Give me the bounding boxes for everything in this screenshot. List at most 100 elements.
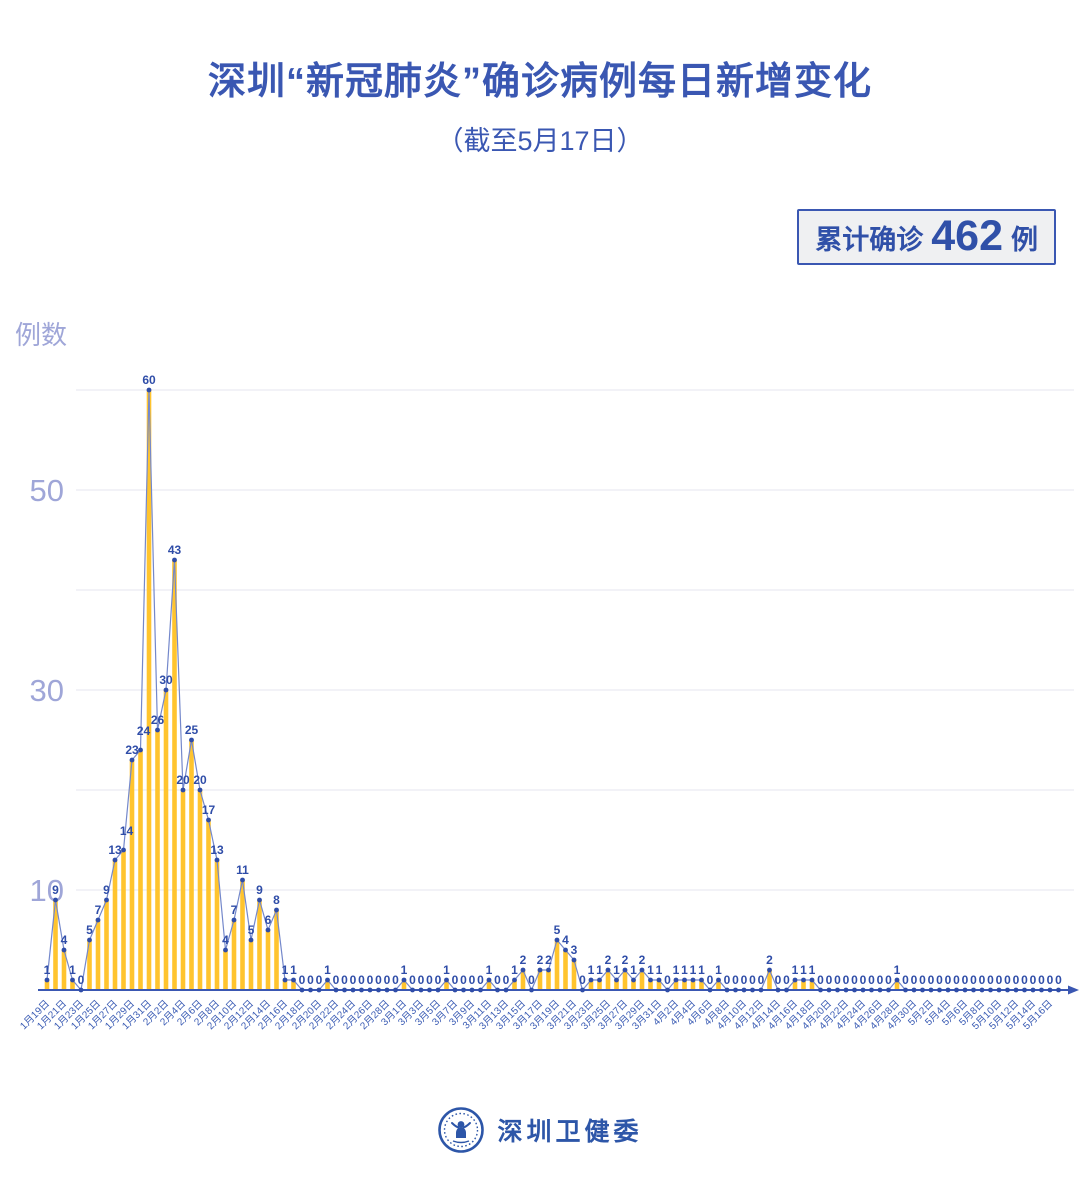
svg-text:0: 0 bbox=[78, 973, 85, 987]
emblem-person-arms bbox=[451, 1122, 472, 1129]
svg-text:0: 0 bbox=[384, 973, 391, 987]
svg-text:0: 0 bbox=[528, 973, 535, 987]
svg-text:10: 10 bbox=[30, 873, 64, 908]
svg-text:1: 1 bbox=[290, 963, 297, 977]
badge-value: 462 bbox=[931, 211, 1003, 260]
svg-text:0: 0 bbox=[350, 973, 357, 987]
emblem-person-body bbox=[456, 1127, 467, 1138]
svg-text:1: 1 bbox=[647, 963, 654, 977]
svg-text:0: 0 bbox=[868, 973, 875, 987]
svg-text:30: 30 bbox=[30, 673, 64, 708]
svg-text:0: 0 bbox=[494, 973, 501, 987]
svg-text:13: 13 bbox=[210, 843, 224, 857]
svg-text:1: 1 bbox=[792, 963, 799, 977]
svg-text:5: 5 bbox=[248, 923, 255, 937]
svg-text:0: 0 bbox=[749, 973, 756, 987]
svg-text:0: 0 bbox=[579, 973, 586, 987]
svg-text:1: 1 bbox=[894, 963, 901, 977]
svg-text:0: 0 bbox=[834, 973, 841, 987]
chart-svg: 例数10305019410579131423246026304320252017… bbox=[15, 320, 1079, 1032]
svg-text:0: 0 bbox=[375, 973, 382, 987]
svg-text:1: 1 bbox=[443, 963, 450, 977]
page-title: 深圳“新冠肺炎”确诊病例每日新增变化 bbox=[207, 61, 872, 103]
svg-text:0: 0 bbox=[970, 973, 977, 987]
svg-text:7: 7 bbox=[231, 903, 238, 917]
svg-text:1: 1 bbox=[809, 963, 816, 977]
svg-text:2: 2 bbox=[639, 953, 646, 967]
svg-text:0: 0 bbox=[1013, 973, 1020, 987]
svg-text:0: 0 bbox=[775, 973, 782, 987]
svg-text:3: 3 bbox=[571, 943, 578, 957]
svg-text:1: 1 bbox=[613, 963, 620, 977]
svg-text:0: 0 bbox=[409, 973, 416, 987]
svg-text:1: 1 bbox=[588, 963, 595, 977]
svg-text:0: 0 bbox=[843, 973, 850, 987]
svg-text:1: 1 bbox=[44, 963, 51, 977]
svg-text:0: 0 bbox=[358, 973, 365, 987]
page-subtitle: （截至5月17日） bbox=[436, 126, 644, 156]
svg-text:5: 5 bbox=[86, 923, 93, 937]
svg-text:0: 0 bbox=[732, 973, 739, 987]
svg-text:0: 0 bbox=[1038, 973, 1045, 987]
svg-text:0: 0 bbox=[1047, 973, 1054, 987]
y-tick-labels: 10 30 50 bbox=[30, 473, 64, 908]
svg-text:11: 11 bbox=[236, 863, 249, 877]
svg-text:0: 0 bbox=[826, 973, 833, 987]
svg-text:0: 0 bbox=[469, 973, 476, 987]
x-axis-arrow bbox=[1068, 985, 1079, 995]
org-name: 深圳卫健委 bbox=[497, 1118, 643, 1146]
svg-text:30: 30 bbox=[159, 673, 173, 687]
svg-text:9: 9 bbox=[256, 883, 263, 897]
svg-text:0: 0 bbox=[996, 973, 1003, 987]
svg-text:2: 2 bbox=[605, 953, 612, 967]
svg-text:0: 0 bbox=[911, 973, 918, 987]
badge-prefix: 累计确诊 bbox=[815, 224, 924, 255]
daily-new-cases-chart: 例数 10 30 50 1 9 4 1 0 5 7 9 13 14 23 24 60 26 30 43 20 25 20 17… bbox=[0, 300, 1080, 1075]
svg-text:0: 0 bbox=[783, 973, 790, 987]
svg-text:0: 0 bbox=[435, 973, 442, 987]
emblem-text-ring bbox=[444, 1112, 479, 1148]
svg-text:1: 1 bbox=[690, 963, 697, 977]
y-axis-title: 例数 bbox=[15, 320, 67, 350]
svg-text:0: 0 bbox=[503, 973, 510, 987]
svg-text:2: 2 bbox=[537, 953, 544, 967]
svg-text:26: 26 bbox=[151, 713, 165, 727]
svg-text:0: 0 bbox=[953, 973, 960, 987]
svg-text:0: 0 bbox=[426, 973, 433, 987]
footer: 深圳卫健委 bbox=[0, 1106, 1080, 1154]
svg-text:0: 0 bbox=[333, 973, 340, 987]
svg-text:25: 25 bbox=[185, 723, 199, 737]
svg-text:9: 9 bbox=[52, 883, 59, 897]
svg-text:1: 1 bbox=[324, 963, 331, 977]
svg-text:0: 0 bbox=[707, 973, 714, 987]
svg-text:1: 1 bbox=[282, 963, 289, 977]
cumulative-confirmed-badge: 累计确诊 462 例 bbox=[797, 209, 1056, 265]
svg-text:1: 1 bbox=[596, 963, 603, 977]
svg-text:1: 1 bbox=[800, 963, 807, 977]
svg-text:0: 0 bbox=[316, 973, 323, 987]
svg-text:0: 0 bbox=[945, 973, 952, 987]
svg-text:1: 1 bbox=[486, 963, 493, 977]
svg-text:5: 5 bbox=[554, 923, 561, 937]
svg-text:1: 1 bbox=[69, 963, 76, 977]
emblem-base-arc bbox=[453, 1140, 470, 1144]
svg-text:20: 20 bbox=[176, 773, 190, 787]
svg-text:0: 0 bbox=[418, 973, 425, 987]
svg-text:7: 7 bbox=[95, 903, 102, 917]
bars bbox=[44, 390, 900, 990]
svg-text:1: 1 bbox=[698, 963, 705, 977]
svg-text:0: 0 bbox=[477, 973, 484, 987]
svg-text:20: 20 bbox=[193, 773, 207, 787]
svg-text:0: 0 bbox=[962, 973, 969, 987]
svg-text:1: 1 bbox=[715, 963, 722, 977]
svg-text:0: 0 bbox=[877, 973, 884, 987]
svg-text:0: 0 bbox=[664, 973, 671, 987]
svg-text:0: 0 bbox=[392, 973, 399, 987]
svg-text:0: 0 bbox=[979, 973, 986, 987]
svg-text:17: 17 bbox=[202, 803, 216, 817]
svg-text:0: 0 bbox=[460, 973, 467, 987]
svg-text:0: 0 bbox=[1021, 973, 1028, 987]
svg-text:8: 8 bbox=[273, 893, 280, 907]
svg-text:6: 6 bbox=[265, 913, 272, 927]
